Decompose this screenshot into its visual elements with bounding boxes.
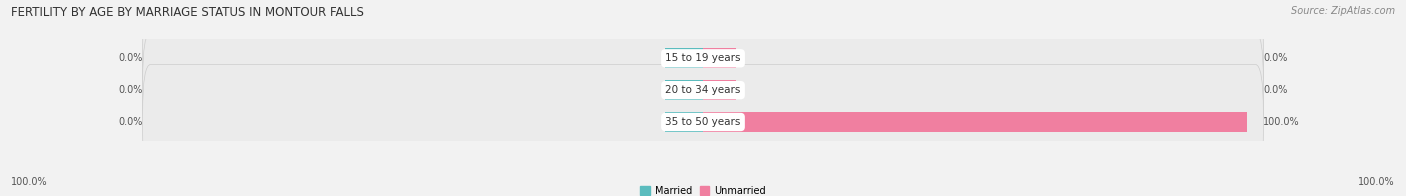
Bar bbox=[703, 48, 735, 68]
Text: 35 to 50 years: 35 to 50 years bbox=[665, 117, 741, 127]
Text: 0.0%: 0.0% bbox=[118, 117, 142, 127]
Text: 15 to 19 years: 15 to 19 years bbox=[665, 53, 741, 63]
Bar bbox=[665, 80, 703, 100]
Text: 100.0%: 100.0% bbox=[1358, 177, 1395, 187]
Bar bbox=[703, 80, 735, 100]
Text: 0.0%: 0.0% bbox=[1264, 85, 1288, 95]
Text: 20 to 34 years: 20 to 34 years bbox=[665, 85, 741, 95]
Text: FERTILITY BY AGE BY MARRIAGE STATUS IN MONTOUR FALLS: FERTILITY BY AGE BY MARRIAGE STATUS IN M… bbox=[11, 6, 364, 19]
Bar bbox=[703, 112, 735, 132]
FancyBboxPatch shape bbox=[142, 1, 1264, 116]
Text: 0.0%: 0.0% bbox=[118, 53, 142, 63]
Text: 0.0%: 0.0% bbox=[118, 85, 142, 95]
Text: Source: ZipAtlas.com: Source: ZipAtlas.com bbox=[1291, 6, 1395, 16]
Text: 0.0%: 0.0% bbox=[1264, 53, 1288, 63]
FancyBboxPatch shape bbox=[142, 33, 1264, 148]
Text: 100.0%: 100.0% bbox=[11, 177, 48, 187]
Bar bbox=[665, 48, 703, 68]
Legend: Married, Unmarried: Married, Unmarried bbox=[636, 182, 770, 196]
Bar bbox=[703, 112, 1247, 132]
FancyBboxPatch shape bbox=[142, 64, 1264, 180]
Text: 100.0%: 100.0% bbox=[1264, 117, 1301, 127]
Bar bbox=[665, 112, 703, 132]
